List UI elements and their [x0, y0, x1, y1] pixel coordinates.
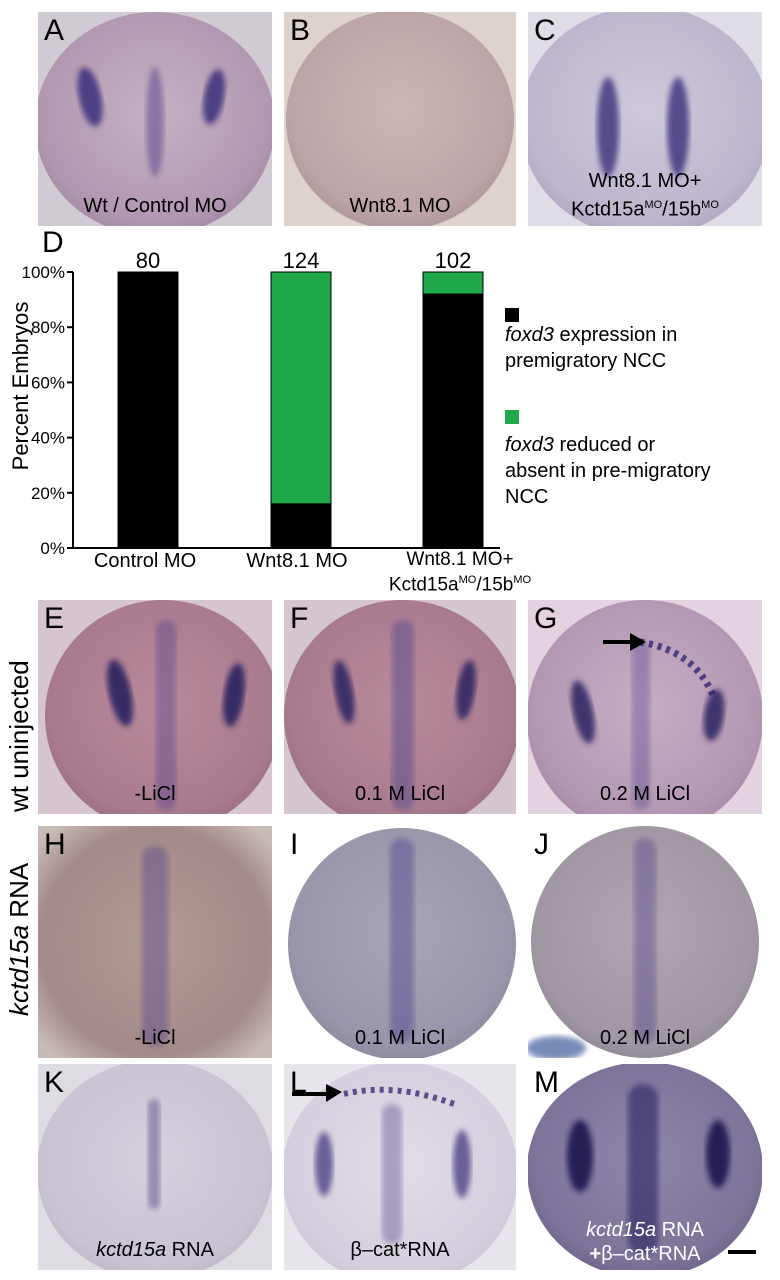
panel-letter-g: G	[534, 602, 558, 635]
y-tick-label: 20%	[31, 484, 65, 503]
embryo-image-k	[38, 1064, 272, 1270]
caption-h: -LiCl	[134, 1027, 176, 1049]
bar-total-label-0: 80	[136, 248, 160, 273]
embryo-image-e	[45, 600, 272, 814]
bar-1-series-0	[270, 503, 332, 549]
bar-1-series-1	[270, 271, 332, 505]
x-tick-label-2: Wnt8.1 MO+ Kctd15aMO/15bMO	[388, 549, 532, 596]
legend-swatch-green	[505, 410, 519, 424]
panel-k: K kctd15a RNA	[38, 1064, 272, 1270]
panel-letter-j: J	[534, 828, 549, 861]
panel-d: D Percent Embryos 0% 20% 40% 60% 80% 100% 80 1…	[0, 226, 780, 595]
panel-g: G 0.2 M LiCl	[528, 600, 762, 814]
row-label-wt-uninjected: wt uninjected	[4, 660, 34, 812]
legend-swatch-black	[505, 308, 519, 322]
bar-total-label-2: 102	[435, 248, 472, 273]
caption-f: 0.1 M LiCl	[354, 783, 446, 805]
embryo-image-b	[286, 12, 514, 226]
embryo-image-i	[288, 828, 516, 1058]
bar-total-label-1: 124	[283, 248, 320, 273]
panel-m: M kctd15a RNA +β–cat*RNA	[528, 1064, 762, 1270]
embryo-image-j	[528, 826, 759, 1058]
row-label-kctd15a-rna: kctd15a RNA	[4, 862, 34, 1016]
panel-letter-f: F	[290, 602, 309, 635]
panel-i: I 0.1 M LiCl	[284, 826, 516, 1058]
panel-letter-m: M	[534, 1066, 559, 1099]
panel-letter-b: B	[290, 14, 311, 47]
caption-c-line2: Kctd15aMO/15bMO	[571, 199, 719, 221]
y-tick-label: 60%	[31, 373, 65, 392]
embryo-image-g	[528, 600, 762, 814]
panel-f: F 0.1 M LiCl	[284, 600, 516, 814]
caption-c: Wnt8.1 MO+ Kctd15aMO/15bMO	[528, 169, 762, 222]
embryo-image-l	[284, 1064, 516, 1270]
embryo-image-a	[38, 12, 272, 226]
y-tick-label: 40%	[31, 429, 65, 448]
x-tick-label-0: Control MO	[93, 550, 197, 572]
legend-entry-1: foxd3 expression in premigratory NCC	[505, 324, 678, 372]
caption-b: Wnt8.1 MO	[349, 195, 451, 217]
panel-letter-k: K	[44, 1066, 65, 1099]
panel-letter-i: I	[290, 828, 299, 861]
embryo-image-f	[284, 600, 516, 814]
y-tick-label: 0%	[40, 539, 65, 558]
scale-bar	[728, 1250, 756, 1254]
panel-letter-a: A	[44, 14, 65, 47]
panel-letter-c: C	[534, 14, 556, 47]
caption-e: -LiCl	[134, 783, 176, 805]
panel-h: H -LiCl	[38, 826, 272, 1058]
panel-b: B Wnt8.1 MO	[284, 12, 516, 226]
caption-m: kctd15a RNA +β–cat*RNA	[586, 1219, 704, 1265]
panel-letter-d: D	[42, 226, 64, 259]
bar-0-series-0	[117, 271, 179, 549]
legend-entry-2: foxd3 reduced or absent in pre-migratory…	[505, 434, 711, 508]
caption-l: β–cat*RNA	[350, 1239, 450, 1261]
embryo-image-h	[38, 826, 272, 1058]
panel-e: E -LiCl	[38, 600, 272, 814]
caption-i: 0.1 M LiCl	[354, 1027, 446, 1049]
bar-chart: Percent Embryos 0% 20% 40% 60% 80% 100% 80 124…	[8, 248, 500, 558]
panel-j: J 0.2 M LiCl	[528, 826, 762, 1058]
panel-letter-l: L	[290, 1066, 307, 1099]
x-tick-label-1: Wnt8.1 MO	[246, 550, 348, 572]
panel-a: A Wt / Control MO	[38, 12, 272, 226]
y-axis-label: Percent Embryos	[8, 302, 33, 471]
panel-l: L β–cat*RNA	[284, 1064, 516, 1270]
embryo-image-c	[528, 12, 762, 226]
caption-g: 0.2 M LiCl	[599, 783, 691, 805]
y-tick-label: 100%	[22, 263, 65, 282]
caption-j: 0.2 M LiCl	[599, 1027, 691, 1049]
panel-letter-h: H	[44, 828, 66, 861]
y-tick-label: 80%	[31, 318, 65, 337]
bar-2-series-1	[422, 271, 484, 295]
caption-c-line1: Wnt8.1 MO+	[588, 170, 702, 193]
panel-c: C Wnt8.1 MO+ Kctd15aMO/15bMO	[528, 12, 762, 226]
caption-a: Wt / Control MO	[83, 195, 227, 217]
embryo-image-m	[528, 1064, 762, 1270]
bar-2-series-0	[422, 293, 484, 549]
caption-k: kctd15a RNA	[96, 1239, 214, 1261]
panel-letter-e: E	[44, 602, 65, 635]
